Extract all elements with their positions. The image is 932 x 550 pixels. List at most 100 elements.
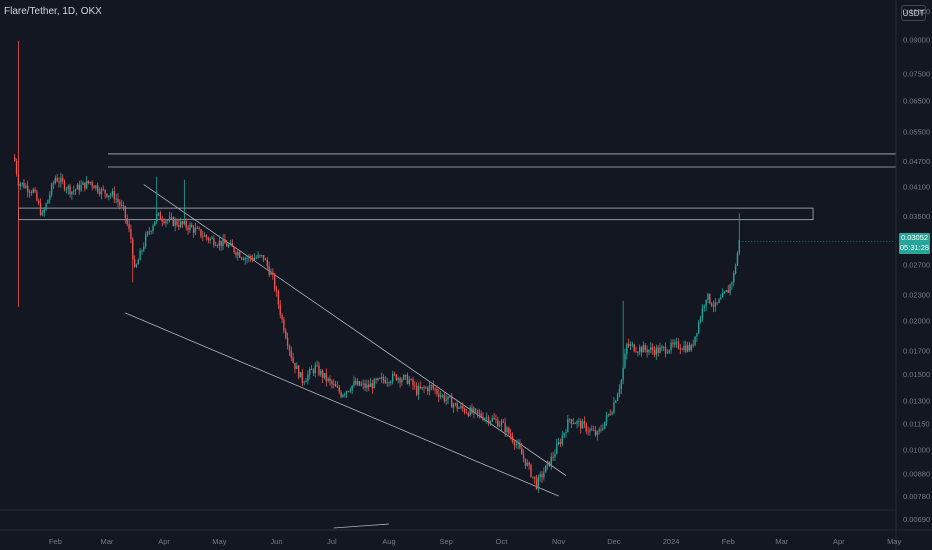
y-tick-label: 0.01500 [903,370,930,379]
candle-body [393,373,396,375]
candle-body [364,383,366,388]
candle-body [710,303,713,306]
candle-body [54,177,56,184]
y-tick-label: 0.05500 [903,128,930,137]
candle-body [338,387,340,393]
candle-body [508,427,510,434]
candle-body [222,238,224,246]
candle-body [154,221,156,226]
candle-body [432,385,434,389]
candle-body [257,254,259,258]
candle-body [473,408,475,413]
candle-body [314,365,316,374]
candle-body [309,369,311,375]
y-tick-label: 0.09000 [903,36,930,45]
candle-body [325,373,328,381]
candle-body [95,185,97,189]
candle-body [344,394,346,395]
candle-body [246,257,248,259]
candle-body [91,182,93,186]
candle-body [517,443,519,445]
candle-body [423,387,425,389]
candle-body [725,290,728,292]
candle-body [156,213,158,222]
candle-body [559,442,562,444]
candle-body [375,379,377,381]
candle-body [229,243,232,245]
candle-body [238,252,241,258]
drawing-layer[interactable] [18,153,896,529]
candle-body [126,218,128,225]
candle-body [196,228,198,229]
candle-body [447,396,449,400]
candle-body [290,350,292,358]
candle-body [78,184,80,191]
candle-body [723,291,726,294]
y-tick-label: 0.02000 [903,316,930,325]
candle-body [47,199,49,204]
candle-body [294,362,296,370]
x-tick-label: Jul [327,537,337,546]
candle-body [686,345,689,352]
candle-body [677,341,680,349]
candle-layer[interactable] [14,40,740,493]
candle-body [456,403,458,409]
candle-body [117,198,119,203]
candle-body [327,378,329,381]
candle-body [28,191,31,193]
y-tick-label: 0.01000 [903,446,930,455]
candle-body [264,259,267,261]
candle-body [316,365,318,367]
candle-body [642,345,645,353]
candle-body [449,396,451,398]
y-tick-label: 0.00880 [903,469,930,478]
candle-body [640,347,643,353]
candle-body [382,377,385,381]
candle-body [369,383,372,388]
candle-body [445,399,447,401]
candle-body [533,476,536,479]
candle-body [73,190,75,192]
candle-body [368,384,370,388]
candle-body [133,259,136,267]
candle-body [489,421,492,423]
candle-body [720,297,722,300]
candle-body [165,220,167,224]
candle-body [108,195,110,197]
candle-body [38,200,40,204]
candle-body [404,374,407,376]
candle-body [209,238,211,241]
currency-button[interactable]: USDT [901,5,926,21]
candle-body [679,348,681,350]
candle-body [67,185,69,190]
candle-body [183,220,186,224]
candle-body [722,293,724,298]
candle-body [663,346,665,348]
candle-body [509,433,512,437]
candle-body [388,382,390,384]
candle-body [458,408,460,409]
candle-body [716,302,718,304]
candle-body [224,238,226,244]
candle-body [607,413,610,416]
candle-body [380,377,383,379]
candle-body [714,302,717,307]
channel-lower-line [125,312,559,497]
candle-body [524,458,527,466]
candle-body [604,421,606,429]
last-price-tag: 0.03052 05:31:28 [899,233,930,254]
candle-body [250,255,252,258]
candle-body [515,444,517,446]
candle-body [87,180,90,183]
candle-body [43,209,45,213]
candle-body [668,350,670,353]
candle-body [578,420,580,422]
candle-body [526,462,528,466]
x-tick-label: Apr [833,537,845,546]
candle-body [661,346,663,348]
candle-body [220,240,222,246]
candle-body [581,421,584,429]
candle-body [262,255,265,260]
candle-body [438,393,440,397]
